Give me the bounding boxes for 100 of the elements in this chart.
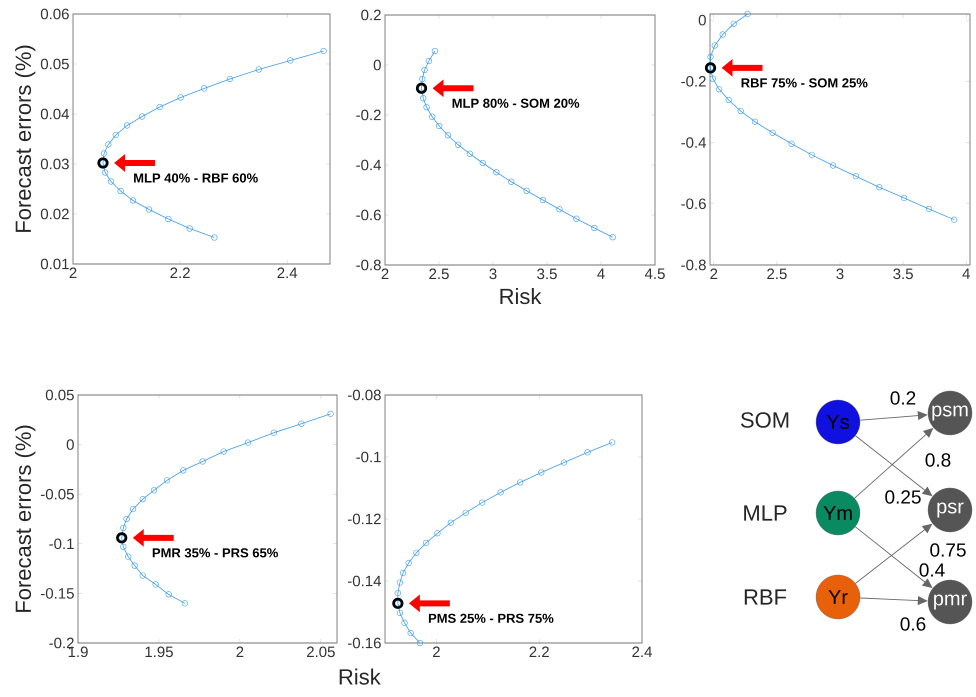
text: 0.8	[926, 453, 950, 467]
point	[591, 224, 598, 232]
point	[707, 54, 714, 60]
point	[408, 630, 414, 636]
y-tick-label: -0.14	[348, 576, 382, 586]
point	[710, 75, 716, 82]
point	[123, 516, 130, 522]
point	[730, 20, 737, 27]
point	[704, 62, 716, 74]
point	[211, 234, 218, 241]
text: 0.25	[885, 490, 921, 504]
x-tick-label: 2.4	[632, 646, 652, 658]
point	[726, 96, 732, 104]
point	[180, 467, 186, 474]
y-tick-label: -0.15	[40, 588, 74, 599]
y-tick-label: -0.05	[40, 488, 74, 500]
y-tick-label: 0.2	[361, 10, 381, 20]
point	[150, 487, 158, 494]
point	[876, 184, 882, 190]
point	[926, 206, 932, 212]
annotation: MLP 80% - SOM 20%	[452, 98, 580, 108]
x-tick-label: 2.2	[170, 268, 190, 278]
x-tick-label: 3.5	[893, 268, 913, 280]
point	[244, 440, 252, 446]
point	[132, 562, 138, 569]
text: Ym	[823, 506, 852, 520]
x-tick-label: 4	[597, 268, 605, 279]
x-tick-label: 2.5	[429, 268, 449, 280]
text: 0.4	[920, 563, 945, 577]
x-tick-label: 2	[70, 268, 76, 278]
y-tick-label: 0	[374, 60, 381, 70]
point	[560, 459, 567, 466]
point	[97, 157, 109, 169]
x-tick-label: 2.2	[530, 646, 549, 658]
y-tick-label: -0.08	[348, 390, 381, 400]
point	[140, 496, 146, 502]
y-tick-label: 0.03	[40, 158, 69, 170]
point	[270, 430, 277, 436]
point	[609, 439, 616, 446]
point	[738, 108, 744, 114]
point	[406, 560, 412, 566]
point	[201, 85, 208, 92]
point	[327, 410, 334, 417]
point	[178, 94, 184, 101]
text: psr	[937, 502, 964, 518]
point	[120, 524, 126, 532]
point	[226, 76, 233, 82]
point	[444, 132, 451, 138]
point	[423, 540, 430, 546]
x-tick-label: 2.05	[306, 646, 335, 658]
point	[901, 194, 908, 202]
text: 0.2	[890, 391, 916, 405]
point	[146, 206, 152, 213]
y-tick-label: -0.6	[356, 210, 381, 220]
point	[712, 42, 718, 49]
point	[538, 469, 544, 476]
point	[466, 150, 473, 157]
text: 0.6	[900, 617, 926, 631]
point	[220, 448, 227, 455]
x-tick-label: 3.5	[537, 268, 557, 280]
annotation: PMR 35% - PRS 65%	[152, 548, 278, 558]
point	[610, 234, 616, 240]
point	[164, 477, 170, 484]
point	[448, 520, 454, 526]
text: 0.75	[930, 543, 966, 557]
y-tick-label: 0	[698, 14, 706, 26]
text: MLP	[744, 505, 786, 521]
text: Yr	[828, 590, 848, 604]
x-tick-label: 2.5	[767, 268, 787, 280]
point	[140, 572, 146, 579]
point	[182, 600, 188, 606]
y-tick-label: -0.6	[681, 198, 706, 210]
y-axis-title: Forecast errors (%)	[14, 46, 36, 232]
point	[416, 82, 428, 94]
y-tick-label: -0.1	[356, 452, 381, 462]
y-tick-label: 0.04	[40, 108, 70, 120]
point	[105, 141, 112, 148]
y-axis-title: Forecast errors (%)	[14, 426, 36, 612]
point	[416, 640, 424, 646]
point	[429, 114, 436, 120]
point	[200, 458, 206, 465]
annotation: MLP 40% - RBF 60%	[134, 173, 258, 183]
annotation: RBF 75% - SOM 25%	[742, 78, 868, 88]
x-tick-label: 2	[382, 268, 388, 280]
point	[421, 66, 428, 74]
point	[130, 506, 136, 512]
point	[166, 591, 172, 598]
text: SOM	[740, 412, 788, 428]
point	[808, 152, 815, 158]
point	[455, 142, 462, 148]
x-tick-label: 4	[962, 268, 970, 279]
y-tick-label: 0.05	[40, 58, 69, 70]
point	[130, 197, 136, 204]
point	[256, 66, 262, 73]
point	[152, 581, 159, 588]
point	[102, 169, 108, 176]
point	[112, 132, 119, 138]
x-tick-label: 3	[836, 268, 844, 280]
y-tick-label: -0.16	[348, 638, 381, 648]
x-tick-label: 1.95	[145, 646, 173, 658]
